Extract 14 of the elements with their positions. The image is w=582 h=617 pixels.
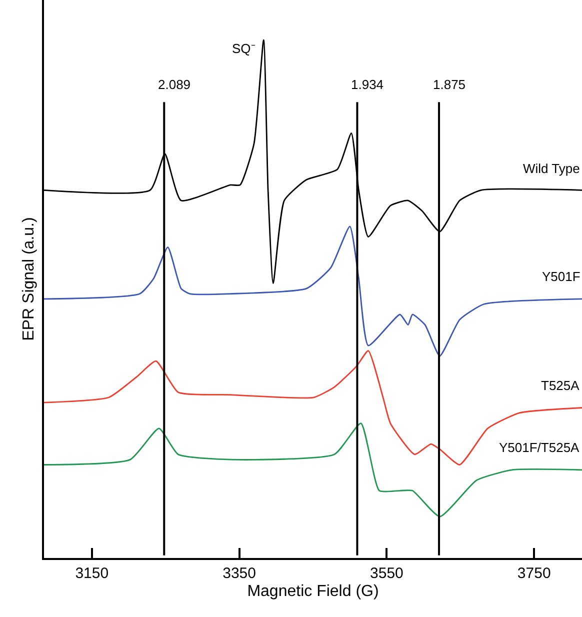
annotation: SQ⁻ [232, 41, 255, 56]
x-tick-label: 3750 [517, 565, 551, 582]
annotation: 2.089 [158, 77, 191, 92]
x-tick-label: 3550 [370, 565, 404, 582]
annotation: 1.934 [351, 77, 384, 92]
x-axis-title: Magnetic Field (G) [247, 583, 379, 600]
series-label: Y501F/T525A [499, 440, 580, 455]
y-axis-title: EPR Signal (a.u.) [20, 217, 38, 341]
x-tick-label: 3150 [75, 565, 109, 582]
annotation: 1.875 [433, 77, 466, 92]
series-label: Y501F [542, 269, 580, 284]
series-label: Wild Type [523, 161, 580, 176]
series-label: T525A [541, 378, 580, 393]
x-tick-label: 3350 [222, 565, 256, 582]
